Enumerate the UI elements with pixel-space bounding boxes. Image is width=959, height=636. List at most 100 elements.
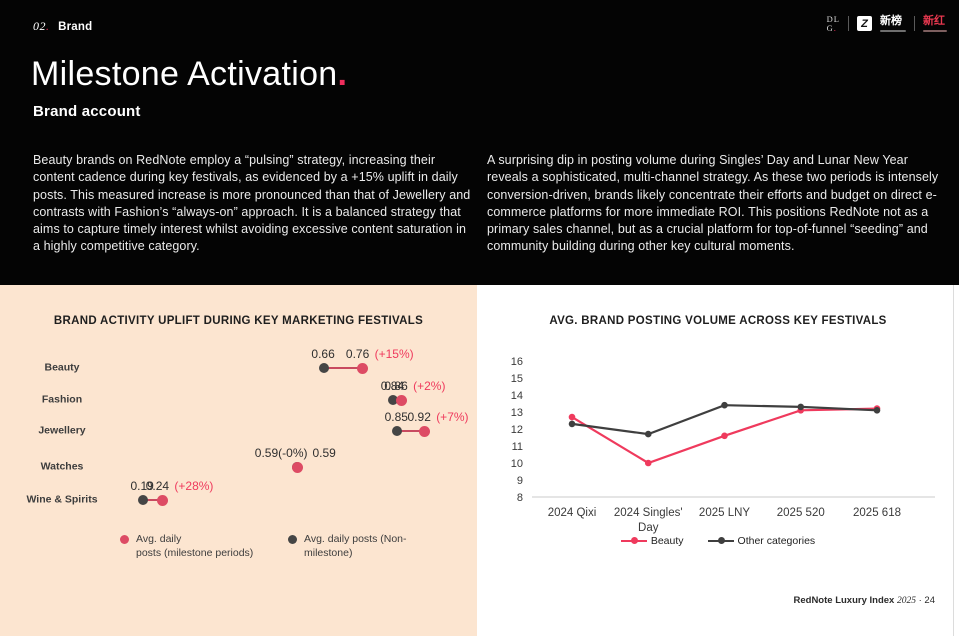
uplift-chart-panel: BRAND ACTIVITY UPLIFT DURING KEY MARKETI… [0, 285, 477, 636]
legend-label: Avg. daily posts (milestone periods) [136, 533, 254, 560]
footer: RedNote Luxury Index 2025 · 24 [794, 595, 936, 606]
legend-item: Avg. daily posts (Non-milestone) [288, 532, 419, 560]
newrank-icon: Z [857, 16, 872, 32]
category-label: Jewellery [38, 424, 86, 437]
dumbbell-connector [143, 499, 163, 501]
milestone-dot [291, 461, 303, 473]
page-title: Milestone Activation. [31, 55, 347, 94]
dlg-logo: DL G. [827, 15, 840, 33]
legend-dot [717, 537, 725, 544]
milestone-value: 0.86 [384, 379, 408, 393]
y-tick-label: 11 [512, 441, 523, 453]
y-tick-label: 8 [517, 492, 523, 504]
uplift-percent-label: (+28%) [174, 479, 214, 493]
header-section: 02. Brand DL G. Z 新榜 新红 Milestone Activa… [0, 0, 959, 285]
beauty-legend-marker [620, 537, 647, 545]
non-milestone-value: 0.19 [130, 479, 154, 493]
newrank-subtext [880, 29, 906, 32]
non-milestone-value: 0.84 [380, 379, 405, 393]
legend-item: Beauty [620, 535, 684, 547]
uplift-percent-label: (+7%) [436, 410, 469, 424]
milestone-value: 0.92 [407, 410, 431, 424]
other-categories-point [797, 403, 805, 411]
newrank-logo: 新榜 [880, 14, 906, 32]
milestone-dot [418, 425, 430, 437]
xinhong-wordmark: 新红 [923, 14, 945, 27]
insight-paragraph-left: Beauty brands on RedNote employ a “pulsi… [33, 153, 471, 254]
footer-page-number: 24 [924, 595, 935, 606]
logo-divider [848, 16, 849, 32]
section-number: 02 [33, 19, 46, 33]
page-edge-line [953, 285, 954, 636]
other-legend-marker [707, 537, 734, 545]
uplift-chart-title: BRAND ACTIVITY UPLIFT DURING KEY MARKETI… [53, 315, 424, 327]
non-milestone-dot [388, 395, 399, 405]
category-label: Fashion [41, 393, 83, 406]
non-milestone-value: 0.66 [311, 347, 335, 361]
footer-report-name: RedNote Luxury Index [793, 595, 895, 606]
milestone-value: 0.59 [312, 446, 336, 460]
beauty-point [568, 413, 576, 421]
category-label: Wine & Spirits [26, 493, 98, 506]
dumbbell-connector [397, 430, 425, 432]
non-milestone-dot [319, 363, 330, 373]
footer-separator: · [918, 595, 922, 606]
legend-label: Avg. daily posts (Non-milestone) [304, 533, 407, 560]
page-subtitle: Brand account [33, 103, 141, 120]
xinhong-subtext [923, 29, 947, 32]
newrank-wordmark: 新榜 [880, 14, 902, 27]
uplift-chart-legend: Avg. daily posts (milestone periods) Avg.… [120, 532, 419, 560]
uplift-percent-label: (+15%) [374, 347, 414, 361]
category-label: Watches [40, 460, 84, 473]
milestone-value: 0.24 [145, 479, 170, 493]
legend-item: Avg. daily posts (milestone periods) [120, 532, 258, 560]
non-milestone-dot [392, 426, 403, 436]
category-label: Beauty [44, 361, 80, 374]
y-tick-label: 14 [511, 390, 523, 402]
x-tick-label: 2024 Qixi [548, 507, 597, 519]
other-categories-point [873, 407, 881, 414]
y-tick-label: 16 [511, 356, 523, 368]
xinhong-logo: 新红 [923, 14, 947, 32]
volume-chart-title: AVG. BRAND POSTING VOLUME ACROSS KEY FES… [549, 315, 887, 327]
beauty-point [721, 432, 728, 440]
insight-paragraph-right: A surprising dip in posting volume durin… [487, 153, 939, 254]
milestone-dot [357, 362, 369, 374]
legend-label: Other categories [737, 535, 816, 547]
non-milestone-value: 0.59(-0%) [254, 446, 308, 460]
y-tick-label: 9 [517, 475, 523, 487]
section-number-period: . [46, 21, 49, 33]
section-eyebrow: 02. Brand [33, 19, 92, 34]
beauty-point [644, 459, 652, 467]
milestone-legend-dot [120, 535, 129, 544]
non-milestone-dot [138, 495, 149, 505]
y-tick-label: 13 [511, 407, 523, 419]
y-tick-label: 10 [511, 458, 523, 470]
y-tick-label: 15 [511, 373, 523, 385]
y-tick-label: 12 [511, 424, 523, 436]
other-categories-point [721, 401, 728, 409]
logo-group: DL G. Z 新榜 新红 [827, 15, 947, 33]
legend-label: Beauty [650, 535, 684, 547]
x-tick-label: 2025 618 [853, 507, 901, 519]
footer-year: 2025 [896, 596, 916, 606]
dlg-logo-line1: DL [826, 14, 840, 24]
milestone-dot [395, 394, 407, 406]
x-tick-label: 2024 Singles' Day [614, 507, 683, 534]
volume-line-chart: 16 15 14 13 12 11 10 9 8 2024 Qixi 2024 Singles' Da… [511, 356, 935, 534]
dlg-logo-line2: G [826, 22, 834, 33]
non-milestone-legend-dot [288, 535, 297, 544]
other-categories-point [568, 420, 576, 428]
milestone-dot [156, 494, 168, 506]
x-tick-label: 2025 520 [777, 507, 825, 519]
dumbbell-connector [324, 367, 363, 369]
volume-chart-legend: Beauty Other categories [477, 535, 959, 547]
uplift-percent-label: (+2%) [413, 379, 446, 393]
legend-dot [630, 537, 638, 544]
logo-divider [914, 16, 915, 32]
x-tick-label: 2025 LNY [699, 507, 750, 519]
legend-item: Other categories [707, 535, 816, 547]
non-milestone-value: 0.85 [384, 410, 408, 424]
page-title-text: Milestone Activation [31, 55, 338, 93]
